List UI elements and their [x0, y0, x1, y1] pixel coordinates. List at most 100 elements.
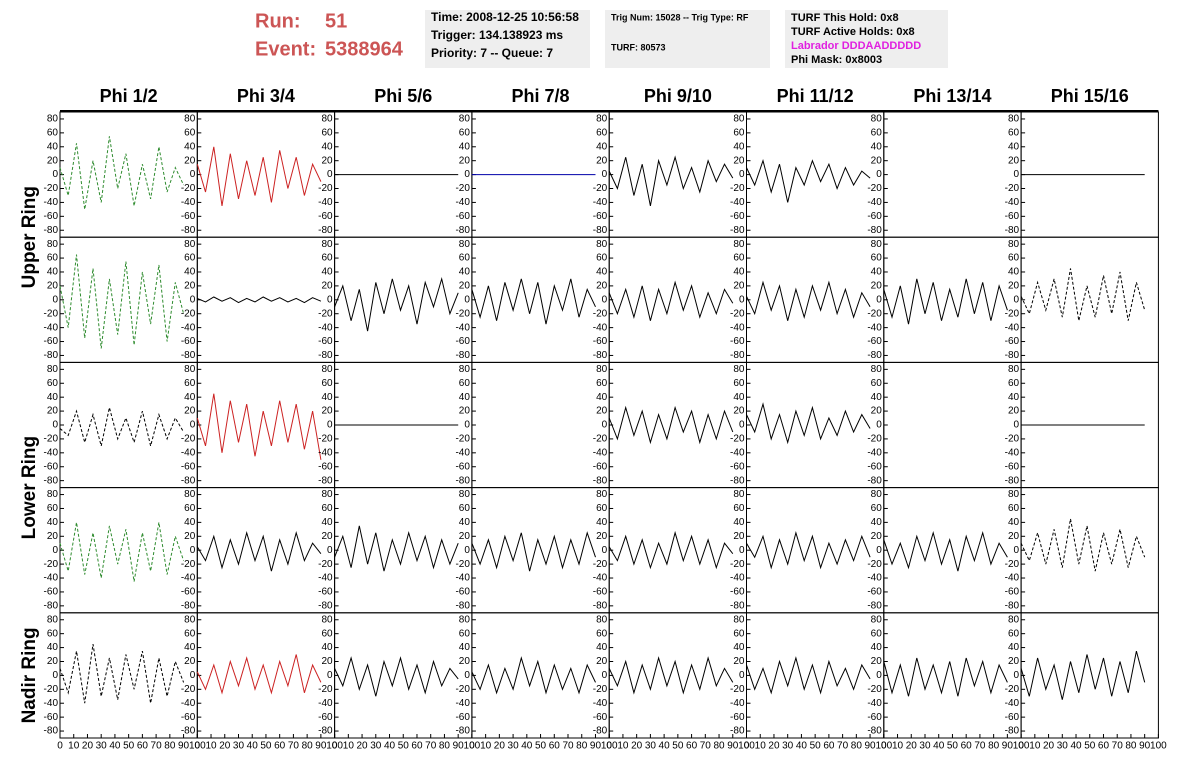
y-tick-label: -80 — [867, 726, 882, 737]
y-tick-label: 80 — [871, 489, 883, 500]
x-tick-label: 60 — [137, 741, 149, 752]
y-tick-label: 0 — [876, 294, 882, 305]
y-tick-label: 80 — [733, 114, 745, 125]
y-tick-label: -60 — [181, 461, 196, 472]
y-tick-label: 80 — [596, 614, 608, 625]
y-tick-label: -40 — [1005, 197, 1020, 208]
y-tick-label: -40 — [181, 322, 196, 333]
y-tick-label: 40 — [733, 141, 745, 152]
waveform — [196, 146, 322, 206]
y-tick-label: -40 — [730, 573, 745, 584]
y-tick-label: -60 — [593, 336, 608, 347]
y-tick-label: -40 — [318, 698, 333, 709]
y-tick-label: -40 — [455, 698, 470, 709]
y-tick-label: -60 — [1005, 587, 1020, 598]
y-tick-label: 60 — [184, 378, 196, 389]
x-tick-label: 100 — [326, 741, 343, 752]
y-tick-label: -20 — [593, 183, 608, 194]
x-tick-label: 0 — [744, 741, 750, 752]
y-tick-label: -60 — [1005, 211, 1020, 222]
y-tick-label: 40 — [1008, 267, 1020, 278]
x-tick-label: 30 — [1057, 741, 1069, 752]
info-box — [605, 10, 770, 68]
y-tick-label: 0 — [52, 169, 58, 180]
y-tick-label: 40 — [596, 642, 608, 653]
y-tick-label: 80 — [321, 364, 333, 375]
y-tick-label: -80 — [730, 726, 745, 737]
y-tick-label: 60 — [321, 378, 333, 389]
y-tick-label: -60 — [593, 461, 608, 472]
y-tick-label: 80 — [733, 614, 745, 625]
y-tick-label: 40 — [1008, 517, 1020, 528]
y-tick-label: 60 — [47, 503, 59, 514]
y-tick-label: 60 — [459, 503, 471, 514]
x-tick-label: 70 — [151, 741, 163, 752]
y-tick-label: 40 — [596, 267, 608, 278]
y-tick-label: -20 — [181, 183, 196, 194]
y-tick-label: -80 — [318, 600, 333, 611]
y-tick-label: -80 — [593, 225, 608, 236]
y-tick-label: 20 — [47, 531, 59, 542]
y-tick-label: -60 — [181, 712, 196, 723]
y-tick-label: 20 — [321, 656, 333, 667]
y-tick-label: 40 — [47, 141, 59, 152]
y-tick-label: 80 — [596, 364, 608, 375]
y-tick-label: 60 — [321, 253, 333, 264]
info-line: Time: 2008-12-25 10:56:58 — [431, 10, 579, 24]
y-tick-label: -20 — [730, 559, 745, 570]
x-tick-label: 60 — [411, 741, 423, 752]
y-tick-label: 0 — [1014, 545, 1020, 556]
x-tick-label: 50 — [672, 741, 684, 752]
y-tick-label: -40 — [730, 698, 745, 709]
y-tick-label: 60 — [184, 503, 196, 514]
y-tick-label: -60 — [867, 461, 882, 472]
x-tick-label: 40 — [247, 741, 259, 752]
y-tick-label: -80 — [455, 600, 470, 611]
x-tick-label: 80 — [302, 741, 314, 752]
y-tick-label: -40 — [1005, 447, 1020, 458]
x-tick-label: 40 — [796, 741, 808, 752]
x-tick-label: 100 — [1150, 741, 1167, 752]
y-tick-label: -20 — [455, 183, 470, 194]
x-tick-label: 30 — [508, 741, 520, 752]
y-tick-label: -40 — [730, 197, 745, 208]
y-tick-label: 40 — [47, 642, 59, 653]
y-tick-label: 20 — [733, 656, 745, 667]
y-tick-label: 80 — [596, 239, 608, 250]
event-label: Event: — [255, 38, 316, 60]
y-tick-label: 40 — [871, 642, 883, 653]
y-tick-label: -80 — [44, 475, 59, 486]
y-tick-label: -80 — [867, 475, 882, 486]
x-tick-label: 0 — [606, 741, 612, 752]
y-tick-label: 40 — [459, 642, 471, 653]
y-tick-label: -80 — [593, 600, 608, 611]
x-tick-label: 60 — [1098, 741, 1110, 752]
y-tick-label: 0 — [327, 670, 333, 681]
y-tick-label: -60 — [1005, 336, 1020, 347]
x-tick-label: 60 — [823, 741, 835, 752]
y-tick-label: 40 — [459, 141, 471, 152]
y-tick-label: 40 — [321, 517, 333, 528]
y-tick-label: -60 — [867, 587, 882, 598]
x-tick-label: 20 — [1043, 741, 1055, 752]
y-tick-label: 0 — [602, 545, 608, 556]
y-tick-label: -60 — [455, 211, 470, 222]
y-tick-label: 20 — [871, 281, 883, 292]
y-tick-label: 40 — [733, 517, 745, 528]
x-tick-label: 90 — [727, 741, 739, 752]
y-tick-label: -60 — [730, 211, 745, 222]
x-tick-label: 80 — [851, 741, 863, 752]
y-tick-label: -80 — [318, 726, 333, 737]
y-tick-label: -60 — [44, 587, 59, 598]
waveform — [608, 530, 734, 570]
x-tick-label: 60 — [686, 741, 698, 752]
y-tick-label: 80 — [47, 489, 59, 500]
y-tick-label: 60 — [596, 503, 608, 514]
y-tick-label: -40 — [867, 447, 882, 458]
y-tick-label: -40 — [318, 573, 333, 584]
waveform — [334, 525, 459, 572]
y-tick-label: -20 — [318, 183, 333, 194]
y-tick-label: -80 — [318, 225, 333, 236]
y-tick-label: -60 — [593, 587, 608, 598]
x-tick-label: 10 — [1029, 741, 1041, 752]
